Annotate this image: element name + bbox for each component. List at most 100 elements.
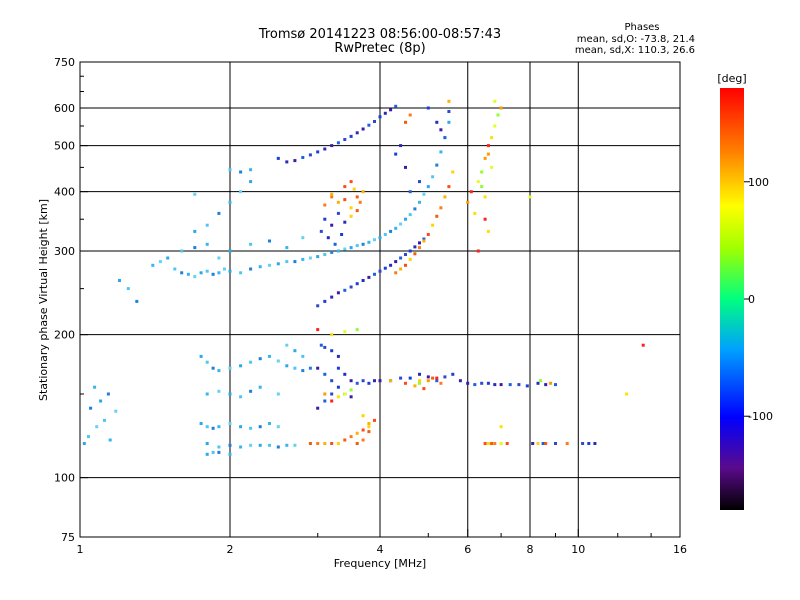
- data-point: [249, 242, 253, 246]
- data-point: [486, 144, 490, 148]
- data-point: [439, 150, 443, 154]
- data-point: [323, 203, 327, 207]
- data-point: [285, 246, 289, 250]
- data-point: [301, 236, 305, 240]
- data-point: [473, 211, 477, 215]
- data-point: [330, 295, 334, 299]
- phases-heading: Phases: [624, 22, 659, 33]
- colorbar-ticks: 100 0 -100: [744, 176, 773, 423]
- data-point: [435, 120, 439, 124]
- data-point: [355, 328, 359, 332]
- data-point: [319, 343, 323, 347]
- data-point: [316, 406, 320, 410]
- data-point: [249, 360, 253, 364]
- data-point: [418, 372, 421, 376]
- data-point: [151, 263, 155, 267]
- data-point: [308, 153, 312, 157]
- data-point: [426, 106, 430, 110]
- data-point: [330, 349, 334, 353]
- data-point: [361, 414, 365, 418]
- data-point: [330, 195, 334, 199]
- data-point: [217, 389, 221, 393]
- data-point: [228, 168, 232, 172]
- data-point: [493, 442, 497, 445]
- data-point: [355, 381, 359, 385]
- chart-title: Tromsø 20141223 08:56:00-08:57:43: [258, 27, 501, 42]
- y-tick-label: 75: [61, 531, 75, 544]
- data-point: [349, 388, 353, 392]
- data-point: [499, 383, 503, 387]
- y-axis-ticks: 75 100 200 300 400 500 600 750: [54, 56, 88, 544]
- data-point: [126, 287, 130, 291]
- data-point: [480, 185, 484, 189]
- data-point: [343, 138, 347, 141]
- data-point: [217, 271, 221, 275]
- data-point: [399, 222, 403, 226]
- data-point: [367, 425, 371, 429]
- data-point: [301, 257, 305, 261]
- data-point: [544, 442, 548, 445]
- data-point: [89, 406, 93, 410]
- y-tick-label: 400: [54, 186, 75, 199]
- colorbar-label: [deg]: [717, 72, 746, 85]
- data-point: [378, 236, 382, 240]
- data-point: [355, 244, 359, 248]
- data-point: [323, 372, 327, 376]
- data-point: [285, 260, 289, 264]
- data-point: [389, 263, 393, 267]
- data-point: [408, 190, 412, 194]
- data-point: [323, 392, 327, 396]
- data-point: [349, 395, 353, 399]
- data-point: [336, 291, 340, 295]
- data-point: [228, 269, 232, 273]
- data-point: [239, 170, 243, 174]
- data-point: [323, 253, 327, 256]
- data-point: [355, 195, 359, 199]
- data-point: [343, 330, 347, 334]
- data-point: [443, 195, 447, 199]
- data-point: [343, 372, 347, 376]
- data-point: [343, 247, 347, 251]
- data-point: [336, 354, 340, 358]
- data-point: [276, 262, 280, 266]
- data-point: [536, 442, 540, 445]
- data-point: [493, 124, 497, 128]
- data-point: [490, 136, 494, 140]
- data-point: [343, 220, 347, 224]
- data-point: [249, 426, 253, 430]
- data-point: [404, 263, 407, 267]
- data-point: [404, 253, 407, 256]
- data-point: [316, 328, 320, 332]
- data-point: [431, 223, 435, 227]
- data-point: [361, 127, 365, 131]
- data-point: [293, 349, 297, 353]
- data-point: [499, 106, 503, 110]
- data-point: [166, 256, 170, 260]
- data-point: [426, 233, 430, 236]
- data-point: [114, 409, 118, 413]
- data-point: [258, 425, 262, 429]
- data-point: [293, 443, 297, 447]
- data-point: [361, 379, 365, 383]
- data-point: [641, 343, 645, 347]
- data-point: [418, 379, 421, 383]
- data-point: [422, 192, 426, 196]
- data-point: [239, 271, 243, 275]
- x-tick-label: 16: [673, 543, 687, 556]
- data-point: [355, 209, 359, 213]
- data-point: [413, 384, 417, 388]
- data-point: [447, 185, 451, 189]
- data-point: [108, 438, 112, 442]
- data-point: [373, 418, 376, 422]
- data-point: [404, 165, 407, 169]
- data-point: [249, 180, 253, 184]
- data-point: [549, 381, 553, 385]
- data-point: [539, 379, 543, 383]
- data-point: [239, 425, 243, 429]
- data-point: [443, 375, 447, 379]
- x-tick-label: 8: [527, 543, 534, 556]
- x-tick-label: 1: [77, 543, 84, 556]
- data-point: [426, 375, 430, 379]
- colorbar-tick-label: 100: [748, 176, 769, 189]
